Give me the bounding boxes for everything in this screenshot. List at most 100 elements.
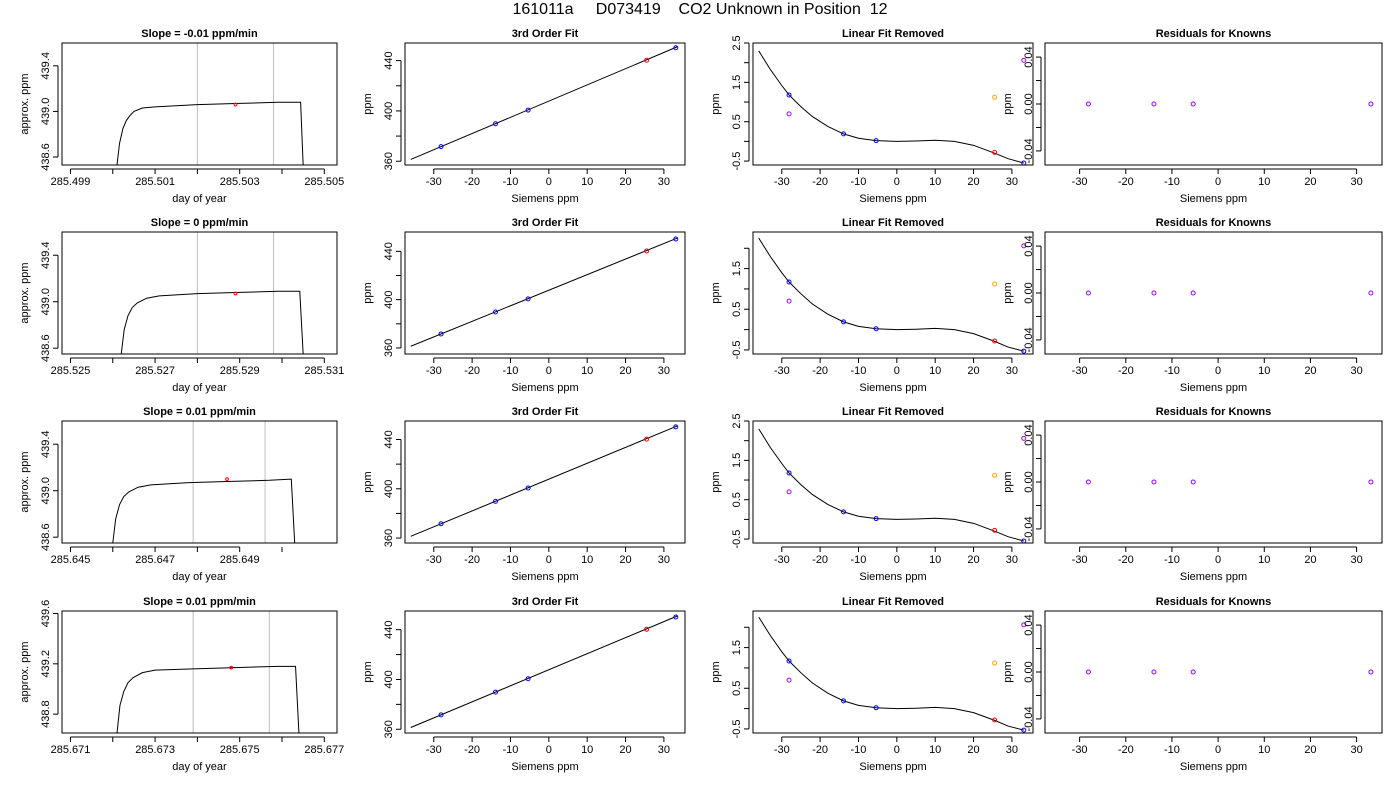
panel-frame [61, 420, 338, 544]
x-tick-label: -30 [426, 554, 442, 566]
x-axis-label: day of year [172, 382, 227, 394]
x-axis-label: Siemens ppm [859, 193, 926, 205]
data-point-residual [1151, 290, 1157, 296]
panel-title: 3rd Order Fit [512, 596, 579, 608]
fit-line [410, 425, 678, 537]
data-point-residual [1151, 101, 1157, 107]
x-tick-label: 0 [894, 744, 900, 756]
x-axis-label: day of year [172, 193, 227, 205]
y-tick-label: -0.5 [731, 340, 743, 359]
x-tick-label: 285.525 [51, 365, 91, 377]
data-point-unknown [992, 717, 998, 723]
x-axis-label: Siemens ppm [1180, 761, 1247, 773]
x-tick-label: -10 [1164, 365, 1180, 377]
x-tick-label: -30 [774, 744, 790, 756]
x-tick-label: 10 [929, 176, 941, 188]
y-tick-label: 438.6 [40, 334, 52, 362]
data-point-unknown [233, 102, 238, 107]
y-tick-label: 0.04 [1023, 46, 1035, 67]
data-point-known [438, 331, 444, 337]
x-tick-label: 10 [1258, 176, 1270, 188]
x-axis-label: Siemens ppm [859, 382, 926, 394]
x-axis-label: day of year [172, 571, 227, 583]
x-tick-label: 30 [658, 744, 670, 756]
y-tick-label: 1.5 [731, 75, 743, 90]
data-point-unknown [225, 477, 229, 481]
data-point-magenta [1021, 57, 1027, 63]
x-tick-label: -20 [1118, 365, 1134, 377]
y-tick-label: 0.5 [731, 492, 743, 507]
x-tick-label: 285.529 [220, 365, 260, 377]
data-point-residual [1085, 101, 1091, 107]
x-tick-label: -30 [1072, 554, 1088, 566]
data-point-known [873, 326, 879, 332]
x-tick-label: -10 [503, 554, 519, 566]
plot-area [1085, 290, 1374, 296]
data-point-residual [1368, 101, 1374, 107]
y-tick-label: 439.4 [40, 241, 52, 269]
plot-area [1085, 479, 1374, 485]
data-point-known [1021, 538, 1027, 543]
x-tick-label: -20 [464, 176, 480, 188]
panel-frame [1044, 420, 1383, 544]
y-axis-label: ppm [362, 282, 374, 303]
x-tick-label: 20 [967, 744, 979, 756]
panel-frame [1044, 42, 1383, 166]
x-axis-label: Siemens ppm [1180, 193, 1247, 205]
y-tick-label: 439.0 [40, 288, 52, 316]
panel-linear_removed-row-4: Linear Fit Removed -30 -20 -10 0 10 20 30 -0.5 0.… [710, 596, 1034, 773]
trace-line [116, 665, 300, 733]
data-point-residual [1190, 669, 1196, 675]
data-point-orange [992, 94, 998, 100]
panel-title: Slope = 0 ppm/min [151, 217, 249, 229]
data-point-unknown [992, 338, 998, 344]
data-point-orange [992, 281, 998, 287]
data-point-magenta [786, 298, 792, 304]
trace-line [116, 101, 304, 165]
x-tick-label: 285.645 [51, 554, 91, 566]
y-tick-label: 0.5 [731, 681, 743, 696]
data-point-known [786, 279, 792, 285]
y-tick-label: 0.5 [731, 114, 743, 129]
x-tick-label: 0 [546, 554, 552, 566]
data-point-residual [1368, 669, 1374, 675]
data-point-unknown [644, 57, 650, 63]
panel-frame [61, 42, 338, 166]
x-tick-label: 285.675 [220, 744, 260, 756]
y-tick-label: 439.4 [40, 430, 52, 458]
x-tick-label: 10 [1258, 554, 1270, 566]
x-tick-label: -30 [426, 744, 442, 756]
data-point-residual [1190, 290, 1196, 296]
data-point-orange [992, 660, 998, 666]
data-point-known [673, 614, 679, 620]
x-tick-label: 20 [967, 365, 979, 377]
x-axis-label: Siemens ppm [511, 571, 578, 583]
trace-line [112, 478, 296, 543]
panel-title: Residuals for Knowns [1156, 217, 1272, 229]
x-tick-label: -10 [851, 365, 867, 377]
y-tick-label: 1.5 [731, 640, 743, 655]
y-tick-label: 400 [383, 480, 395, 498]
x-tick-label: -10 [503, 365, 519, 377]
data-point-known [673, 45, 679, 51]
data-point-known [841, 698, 847, 704]
panel-frame [404, 420, 686, 544]
x-axis-label: Siemens ppm [859, 761, 926, 773]
x-tick-label: 20 [1304, 554, 1316, 566]
x-tick-label: 10 [1258, 365, 1270, 377]
x-tick-label: 20 [619, 365, 631, 377]
y-tick-label: 0.5 [731, 302, 743, 317]
data-point-known [525, 485, 531, 491]
panel-frame [404, 231, 686, 355]
plot-area [116, 611, 300, 733]
x-tick-label: -20 [464, 744, 480, 756]
x-tick-label: 0 [1215, 744, 1221, 756]
y-axis-label: approx. ppm [19, 262, 31, 323]
data-point-magenta [786, 489, 792, 495]
plot-area [1085, 669, 1374, 675]
x-tick-label: 0 [1215, 176, 1221, 188]
x-tick-label: 0 [1215, 365, 1221, 377]
data-point-residual [1151, 479, 1157, 485]
y-axis-label: ppm [362, 471, 374, 492]
plot-area [1085, 101, 1374, 107]
